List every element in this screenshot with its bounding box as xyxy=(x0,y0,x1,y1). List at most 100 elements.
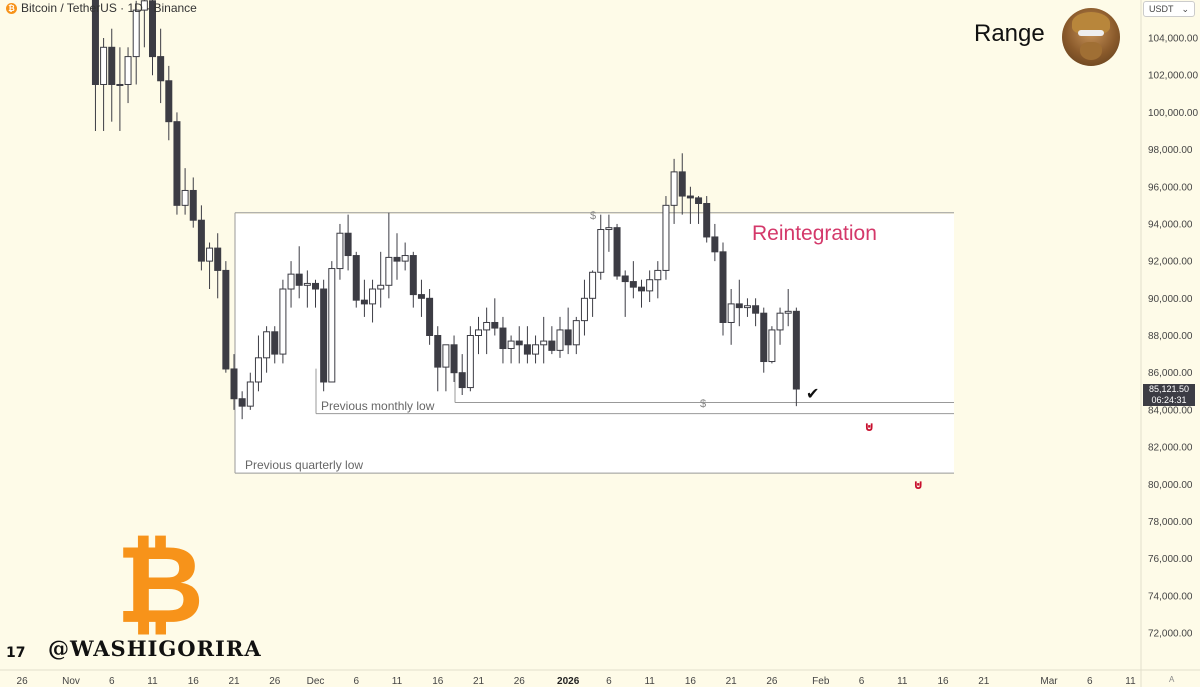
candle[interactable] xyxy=(662,196,670,280)
candle[interactable] xyxy=(320,279,328,392)
candle[interactable] xyxy=(523,326,531,364)
candle[interactable] xyxy=(238,391,246,420)
candle[interactable] xyxy=(784,289,792,327)
candle[interactable] xyxy=(752,298,760,327)
candle[interactable] xyxy=(719,242,727,336)
candle[interactable] xyxy=(621,270,629,317)
auto-scale-button[interactable]: A xyxy=(1169,675,1175,684)
candle[interactable] xyxy=(564,307,572,355)
candle[interactable] xyxy=(271,326,279,364)
candle[interactable] xyxy=(507,335,515,364)
candle[interactable] xyxy=(580,279,588,336)
candle[interactable] xyxy=(116,47,124,131)
candle[interactable] xyxy=(279,279,287,364)
candle[interactable] xyxy=(222,261,230,373)
candle[interactable] xyxy=(629,261,637,299)
candle[interactable] xyxy=(336,223,344,280)
candle[interactable] xyxy=(263,326,271,373)
candle[interactable] xyxy=(491,298,499,336)
candle[interactable] xyxy=(214,233,222,299)
candle[interactable] xyxy=(91,0,99,131)
candle[interactable] xyxy=(776,307,784,345)
candle[interactable] xyxy=(303,270,311,308)
candle[interactable] xyxy=(483,307,491,355)
time-axis[interactable]: 26 Nov 6 11 16 21 26 Dec 6 11 16 21 26 2026 6 11 16 21 26 F… xyxy=(17,676,1137,687)
candle[interactable] xyxy=(140,0,148,48)
candle[interactable] xyxy=(532,335,540,364)
candle[interactable] xyxy=(197,205,205,271)
avatar xyxy=(1062,8,1120,66)
price-tick-label: 76,000.00 xyxy=(1148,554,1193,565)
candle[interactable] xyxy=(743,298,751,317)
candle[interactable] xyxy=(230,354,238,410)
candle[interactable] xyxy=(157,28,165,104)
candle[interactable] xyxy=(426,289,434,345)
candle[interactable] xyxy=(654,261,662,299)
candle[interactable] xyxy=(328,261,336,383)
candle[interactable] xyxy=(711,223,719,262)
candle[interactable] xyxy=(475,316,482,355)
candle[interactable] xyxy=(515,326,523,364)
candle[interactable] xyxy=(548,326,556,355)
candle[interactable] xyxy=(768,326,776,364)
candle[interactable] xyxy=(678,153,686,215)
candle[interactable] xyxy=(189,177,197,228)
candle[interactable] xyxy=(695,196,703,224)
candle[interactable] xyxy=(312,279,319,308)
candle[interactable] xyxy=(792,307,800,407)
candle[interactable] xyxy=(670,158,678,224)
candle[interactable] xyxy=(589,270,597,317)
candle[interactable] xyxy=(344,214,352,271)
candle[interactable] xyxy=(206,242,214,290)
candle-body xyxy=(605,227,613,231)
candle[interactable] xyxy=(727,289,735,345)
candle[interactable] xyxy=(352,251,360,308)
candle[interactable] xyxy=(132,0,140,85)
candle-body xyxy=(760,312,768,363)
candle[interactable] xyxy=(703,196,711,243)
candle[interactable] xyxy=(246,372,254,410)
candle[interactable] xyxy=(434,326,442,392)
candle[interactable] xyxy=(450,335,458,382)
candle[interactable] xyxy=(458,354,466,395)
candle[interactable] xyxy=(173,112,181,215)
candle[interactable] xyxy=(540,316,548,364)
candle[interactable] xyxy=(466,326,474,392)
candle[interactable] xyxy=(149,0,156,76)
candle[interactable] xyxy=(295,246,303,299)
tradingview-logo[interactable]: 17 xyxy=(6,645,26,661)
candle[interactable] xyxy=(605,214,613,252)
candle[interactable] xyxy=(108,28,116,122)
candle[interactable] xyxy=(165,65,173,141)
candle[interactable] xyxy=(401,242,409,271)
currency-select[interactable]: USDT ⌄ xyxy=(1143,1,1195,17)
symbol-title[interactable]: ₿ Bitcoin / TetherUS · 1D · Binance xyxy=(6,1,197,15)
candle[interactable] xyxy=(287,261,295,308)
candle[interactable] xyxy=(556,316,564,358)
candle-body xyxy=(360,299,368,305)
candle[interactable] xyxy=(369,279,377,323)
candle[interactable] xyxy=(499,316,507,364)
candle[interactable] xyxy=(735,279,743,327)
candle[interactable] xyxy=(409,251,417,308)
candle[interactable] xyxy=(646,270,654,303)
candle[interactable] xyxy=(385,212,393,299)
candle[interactable] xyxy=(360,279,368,317)
candle[interactable] xyxy=(254,335,262,392)
candle[interactable] xyxy=(760,307,768,373)
candle[interactable] xyxy=(572,316,580,355)
candle[interactable] xyxy=(597,214,605,280)
candle[interactable] xyxy=(100,38,108,131)
candle[interactable] xyxy=(686,186,694,224)
candle[interactable] xyxy=(181,168,189,215)
candle[interactable] xyxy=(442,344,450,392)
candle-body xyxy=(100,46,108,85)
candle[interactable] xyxy=(417,279,425,317)
candle[interactable] xyxy=(377,251,385,308)
candle[interactable] xyxy=(393,233,401,280)
candle[interactable] xyxy=(613,223,621,280)
price-axis[interactable]: 104,000.00 102,000.00 100,000.00 98,000.00 9… xyxy=(1148,34,1198,640)
candle[interactable] xyxy=(638,279,645,308)
candle[interactable] xyxy=(124,47,132,104)
